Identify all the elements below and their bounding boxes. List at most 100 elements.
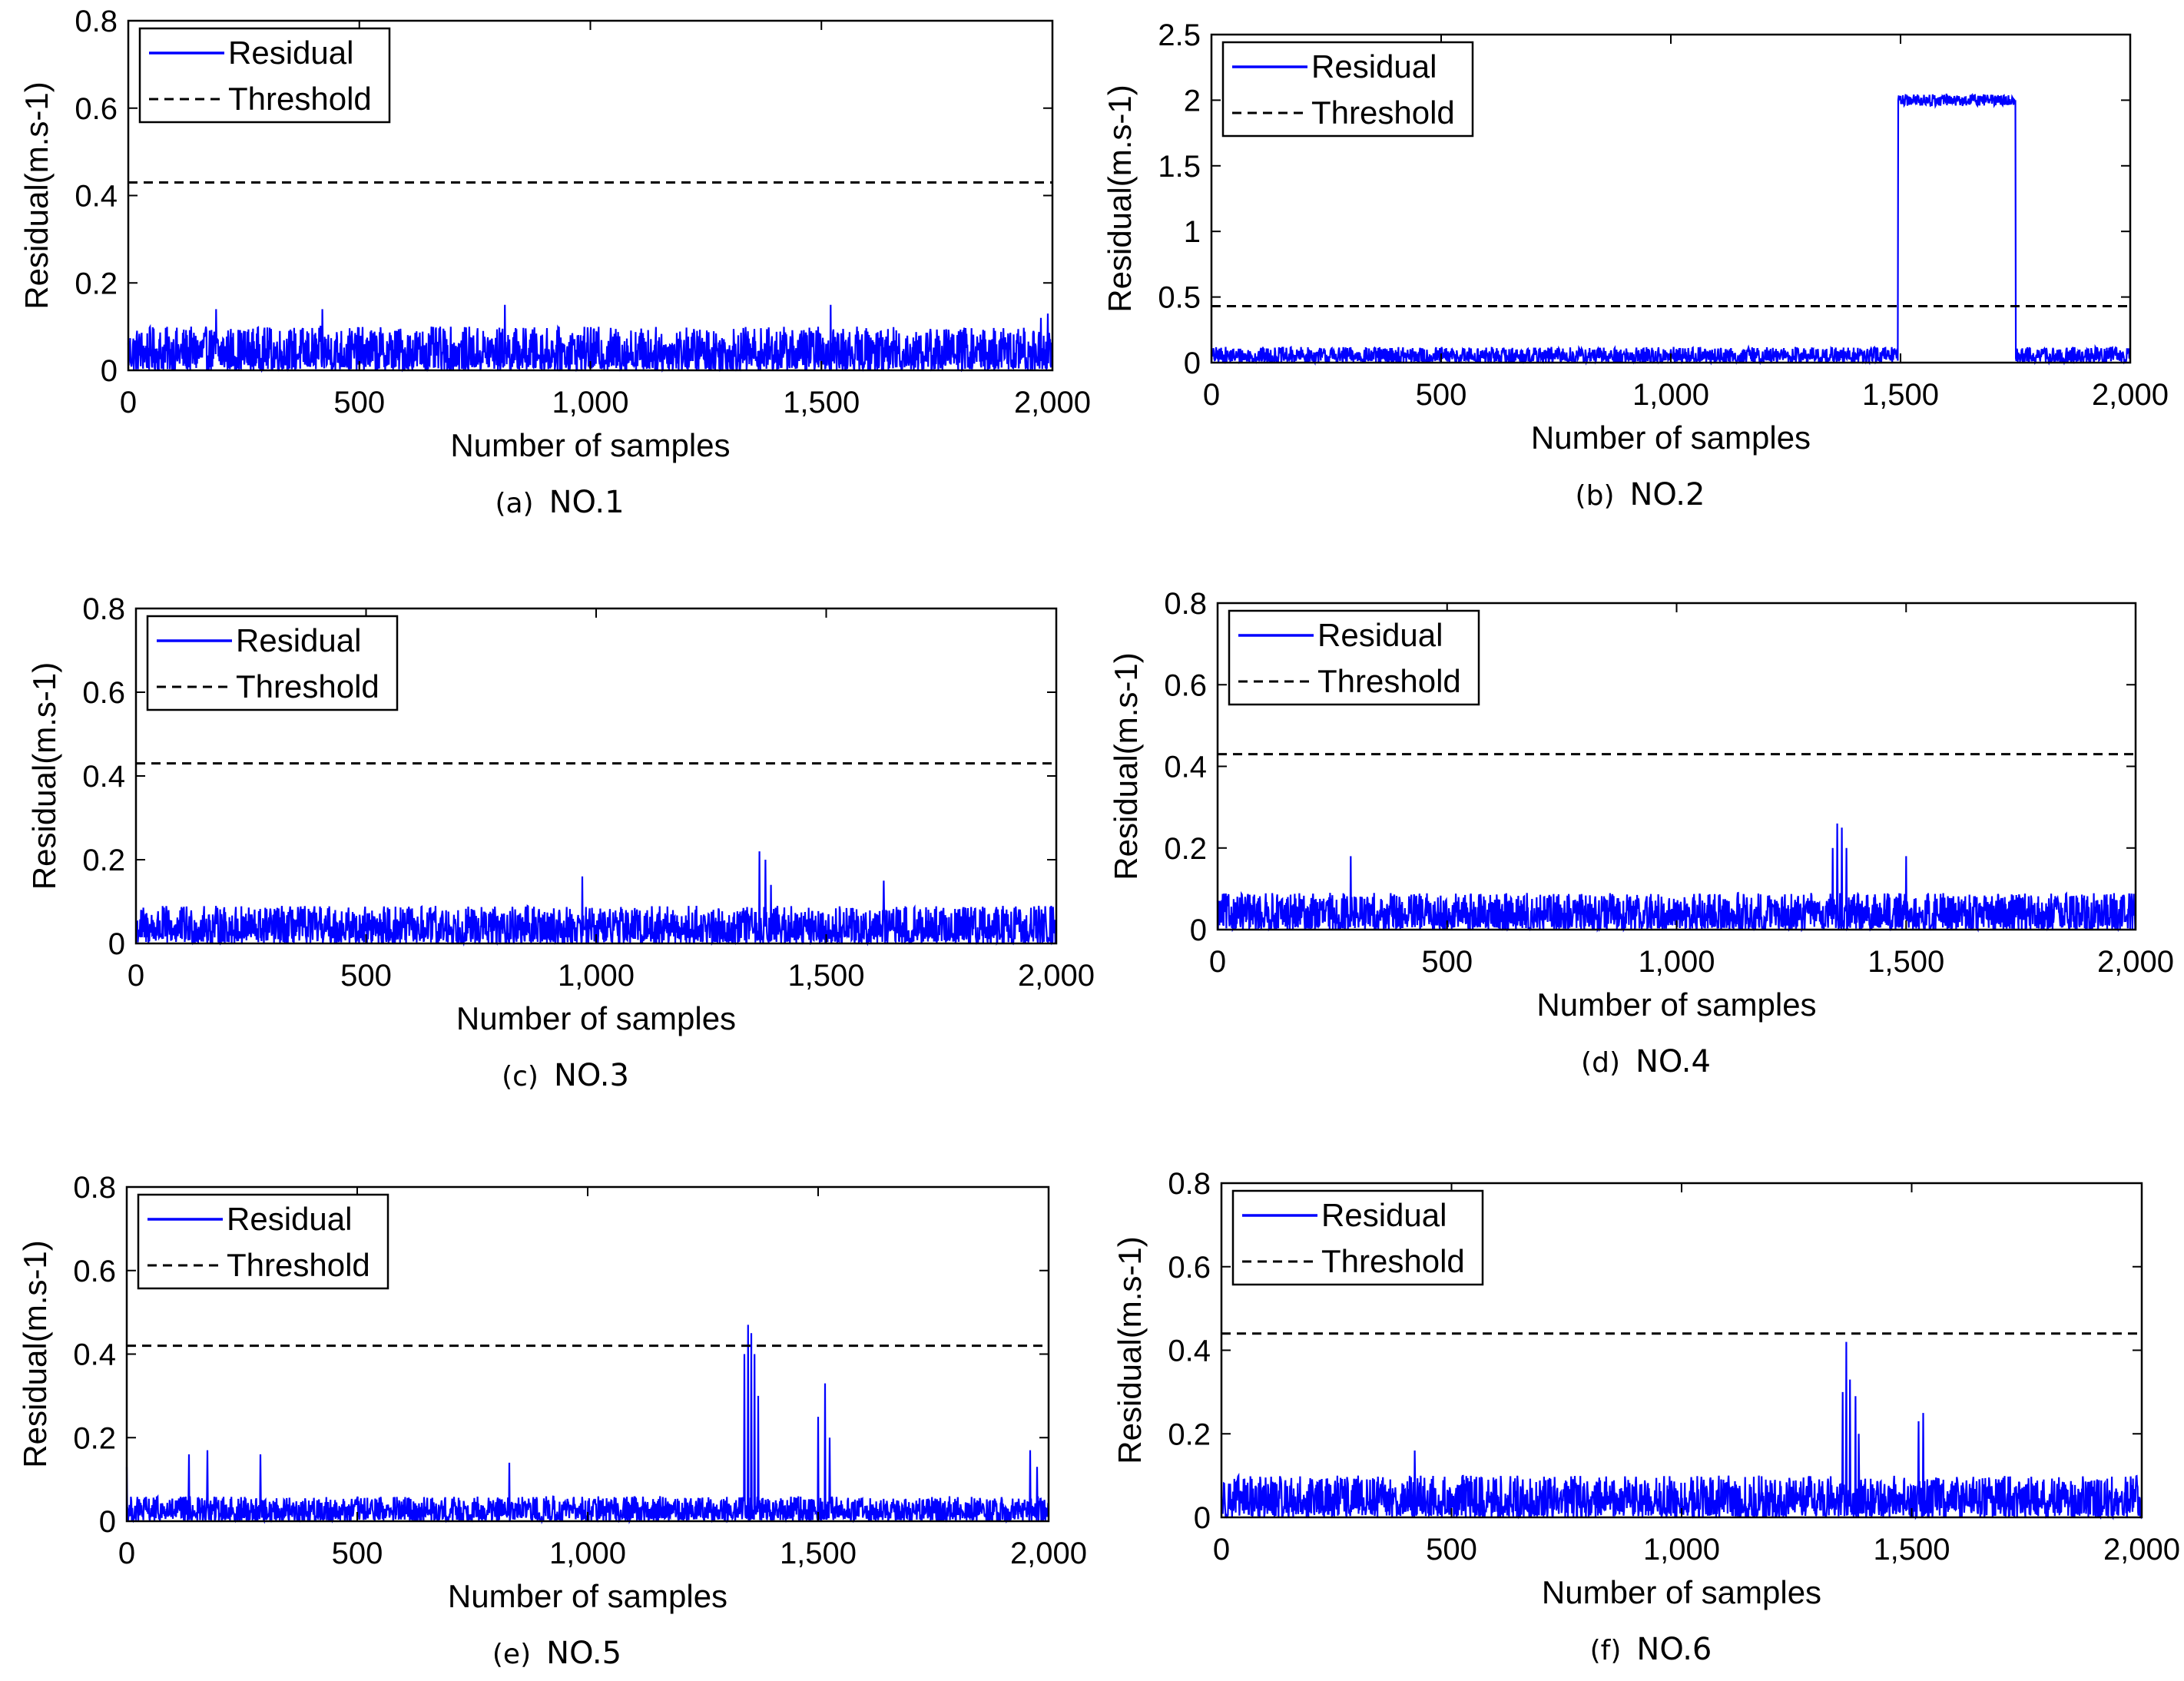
legend-threshold-label: Threshold [1317,663,1461,699]
x-tick-label: 1,000 [552,386,628,419]
y-tick-label: 0.4 [1168,1335,1211,1368]
x-tick-label: 500 [340,959,392,993]
x-tick-label: 0 [1209,945,1226,979]
panel-caption: (e) NO.5 [492,1636,621,1671]
x-axis-label: Number of samples [1536,986,1816,1023]
caption-letter: (a) [495,488,533,519]
y-tick-label: 2.5 [1158,18,1201,52]
caption-name: NO.1 [549,485,625,520]
x-tick-label: 2,000 [2092,378,2169,412]
y-tick-label: 0.6 [75,92,118,126]
caption-letter: (d) [1581,1047,1620,1079]
legend-residual-label: Residual [227,1201,352,1237]
panel-e: 0 0.2 0.4 0.6 0.8 0 500 1,000 1,500 2,000 Number o… [17,1171,1087,1671]
legend-threshold-label: Threshold [227,1247,370,1283]
caption-name: NO.6 [1636,1632,1712,1667]
y-tick-label: 0 [1190,913,1207,947]
y-tick-label: 0.4 [75,180,118,214]
y-tick-label: 0.4 [1164,751,1207,784]
y-tick-label: 2 [1184,84,1201,118]
y-tick-label: 0.2 [1168,1417,1211,1451]
caption-name: NO.3 [554,1058,629,1093]
panel-caption: (f) NO.6 [1590,1632,1712,1667]
panel-c: 0 0.2 0.4 0.6 0.8 0 500 1,000 1,500 2,000 Number o… [26,592,1095,1093]
caption-name: NO.2 [1630,477,1705,512]
caption-name: NO.4 [1636,1044,1711,1079]
y-tick-label: 1 [1184,215,1201,249]
x-tick-label: 1,500 [1862,378,1939,412]
y-tick-label: 0.8 [1168,1167,1211,1201]
x-axis-label: Number of samples [1542,1574,1821,1610]
y-tick-label: 0.4 [73,1338,116,1372]
y-tick-label: 0.6 [1168,1251,1211,1285]
panel-caption: (b) NO.2 [1576,477,1705,512]
y-tick-label: 0.2 [1164,832,1207,866]
residual-line [125,1325,1050,1525]
legend-threshold-label: Threshold [1311,94,1455,131]
x-tick-label: 2,000 [2103,1533,2180,1567]
x-tick-label: 2,000 [2097,945,2174,979]
y-tick-label: 0.6 [1164,668,1207,702]
x-tick-label: 1,000 [1638,945,1715,979]
x-tick-label: 1,500 [1868,945,1944,979]
legend-box [138,27,391,124]
legend-box [1221,41,1474,138]
panel-caption: (c) NO.3 [502,1058,629,1093]
legend-box [1231,1189,1484,1286]
x-tick-label: 1,500 [780,1537,857,1570]
legend: Residual Threshold [1231,1189,1484,1286]
x-tick-label: 500 [1416,378,1467,412]
y-tick-label: 0.2 [75,267,118,300]
y-tick-label: 0.8 [75,5,118,38]
y-tick-label: 0.4 [82,760,125,794]
x-tick-label: 0 [1213,1533,1230,1567]
y-tick-label: 0.2 [73,1421,116,1455]
y-tick-label: 0.5 [1158,281,1201,315]
x-tick-label: 0 [118,1537,135,1570]
x-tick-label: 1,000 [1643,1533,1720,1567]
legend-residual-label: Residual [1311,48,1437,85]
x-tick-label: 500 [1421,945,1473,979]
panel-a: 0 0.2 0.4 0.6 0.8 0 500 1,000 1,500 2,000 Number o… [18,5,1091,520]
legend: Residual Threshold [1228,609,1480,706]
y-tick-label: 0.2 [82,844,125,877]
caption-letter: (b) [1576,480,1615,512]
legend: Residual Threshold [137,1193,389,1290]
x-tick-label: 1,500 [783,386,860,419]
x-tick-label: 2,000 [1010,1537,1087,1570]
legend-box [1228,609,1480,706]
y-tick-label: 0.8 [73,1171,116,1205]
x-tick-label: 0 [128,959,144,993]
legend: Residual Threshold [138,27,391,124]
panel-d: 0 0.2 0.4 0.6 0.8 0 500 1,000 1,500 2,000 Number o… [1108,587,2174,1079]
y-tick-label: 0.6 [82,676,125,710]
legend-box [146,615,399,711]
x-tick-label: 1,500 [1873,1533,1950,1567]
x-axis-label: Number of samples [450,427,730,463]
x-tick-label: 1,000 [1632,378,1709,412]
x-tick-label: 500 [332,1537,383,1570]
y-tick-label: 0 [1194,1501,1211,1535]
x-axis-label: Number of samples [1531,419,1811,456]
residual-line [134,851,1058,947]
caption-letter: (e) [492,1639,531,1670]
residual-line [1216,823,2137,933]
residual-line [1210,92,2131,366]
y-tick-label: 0.8 [1164,587,1207,621]
y-axis-label: Residual(m.s-1) [26,662,62,890]
x-tick-label: 2,000 [1014,386,1091,419]
legend-residual-label: Residual [236,622,361,658]
caption-name: NO.5 [546,1636,621,1671]
legend-threshold-label: Threshold [1321,1243,1465,1279]
legend-residual-label: Residual [1317,617,1443,653]
panel-caption: (a) NO.1 [495,485,624,520]
x-tick-label: 1,000 [549,1537,626,1570]
y-tick-label: 0 [99,1505,116,1539]
x-tick-label: 1,500 [787,959,864,993]
y-tick-label: 0.6 [73,1255,116,1288]
x-axis-label: Number of samples [448,1578,727,1614]
caption-letter: (c) [502,1061,539,1092]
caption-letter: (f) [1590,1635,1622,1666]
y-axis-label: Residual(m.s-1) [18,81,55,309]
